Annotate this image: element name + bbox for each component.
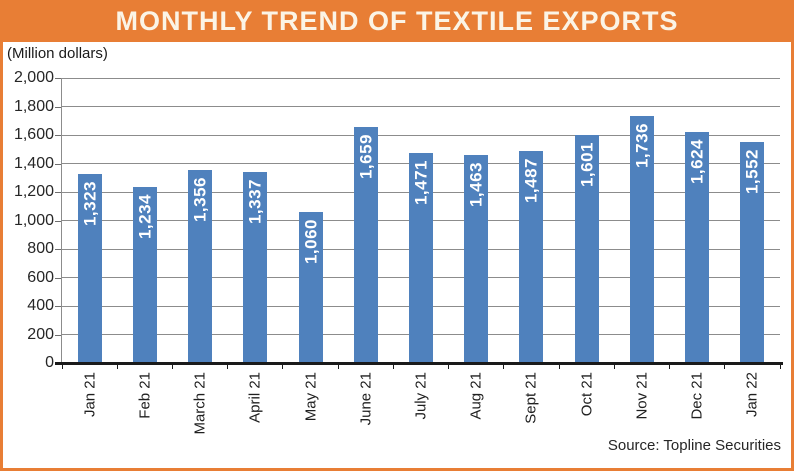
- bar: [353, 126, 378, 363]
- y-tick-label: 800: [27, 240, 54, 257]
- x-tick-label: April 21: [246, 372, 264, 423]
- y-axis-tick: [55, 106, 62, 108]
- gridline: [62, 106, 780, 107]
- bar-value-label: 1,736: [632, 122, 652, 168]
- bar: [188, 169, 213, 363]
- x-tick-label: Oct 21: [578, 372, 596, 417]
- bar: [519, 151, 544, 363]
- bar: [740, 141, 765, 363]
- y-axis-tick: [55, 78, 62, 79]
- y-axis-tick: [55, 163, 62, 165]
- bar: [132, 187, 157, 363]
- y-tick-label: 1,600: [13, 126, 54, 143]
- bar: [685, 131, 710, 363]
- x-tick-label: Aug 21: [467, 372, 485, 420]
- bar-value-label: 1,659: [356, 133, 376, 179]
- bar-value-label: 1,471: [411, 160, 431, 206]
- gridline: [62, 77, 780, 79]
- x-axis-tick: [724, 365, 726, 369]
- y-axis-tick: [55, 249, 62, 250]
- y-tick-label: 2,000: [13, 69, 54, 86]
- y-tick-label: 1,400: [13, 154, 54, 172]
- bar-value-label: 1,601: [577, 141, 597, 187]
- y-axis-line: [61, 78, 62, 363]
- x-axis-tick: [503, 365, 505, 369]
- y-axis-tick: [55, 220, 62, 222]
- plot-area: 0 200 400 600 800 1,000 1,200 1,400 1,600 1,800 2,…: [14, 69, 783, 435]
- bar-value-label: 1,323: [80, 181, 100, 227]
- x-tick-label: March 21: [191, 372, 209, 435]
- page-title: MONTHLY TREND OF TEXTILE EXPORTS: [115, 5, 679, 36]
- y-tick-label: 0: [45, 354, 54, 371]
- bar: [77, 174, 102, 363]
- y-axis-units-label: (Million dollars): [7, 45, 108, 62]
- x-axis-tick: [227, 365, 229, 369]
- x-axis-tick: [669, 365, 671, 369]
- x-axis-tick: [116, 365, 118, 369]
- bar: [243, 172, 268, 363]
- y-tick-label: 200: [27, 325, 54, 343]
- x-axis-tick: [613, 365, 615, 369]
- bar-value-label: 1,624: [687, 138, 707, 184]
- x-axis-tick: [171, 365, 173, 369]
- source-label: Source: Topline Securities: [607, 437, 781, 454]
- y-tick-label: 400: [27, 297, 54, 314]
- bar: [629, 115, 654, 363]
- bar-value-label: 1,356: [190, 176, 210, 222]
- bar-value-label: 1,060: [301, 218, 321, 264]
- bar-value-label: 1,234: [135, 194, 155, 240]
- header-bar: MONTHLY TREND OF TEXTILE EXPORTS: [3, 3, 791, 42]
- bar-value-label: 1,487: [521, 158, 541, 204]
- x-tick-label: Nov 21: [633, 372, 651, 420]
- x-tick-label: Sept 21: [522, 372, 540, 424]
- x-tick-label: June 21: [357, 372, 375, 426]
- y-axis-tick: [55, 334, 62, 336]
- y-tick-label: 1,800: [13, 97, 54, 115]
- bar: [464, 154, 489, 363]
- bar: [298, 211, 323, 363]
- bar-value-label: 1,552: [742, 148, 762, 194]
- y-tick-label: 1,200: [13, 183, 54, 200]
- gridline: [62, 134, 780, 136]
- bar-value-label: 1,463: [466, 161, 486, 207]
- y-axis-tick: [55, 192, 62, 193]
- x-axis-tick: [392, 365, 394, 369]
- y-tick-label: 1,000: [13, 211, 54, 229]
- x-tick-label: Jan 22: [743, 372, 761, 418]
- x-tick-label: May 21: [302, 372, 320, 422]
- x-axis-line: [55, 362, 783, 365]
- bar: [574, 134, 599, 363]
- x-axis-tick: [779, 365, 781, 369]
- x-tick-label: Feb 21: [136, 372, 154, 419]
- x-tick-label: July 21: [412, 372, 430, 420]
- x-axis-tick: [558, 365, 560, 369]
- y-axis-tick: [55, 135, 62, 136]
- y-tick-label: 600: [27, 268, 54, 286]
- x-tick-label: Jan 21: [81, 372, 99, 418]
- x-axis-tick: [337, 365, 339, 369]
- x-axis-tick: [282, 365, 284, 369]
- bar: [409, 153, 433, 363]
- x-axis-tick: [448, 365, 450, 369]
- x-axis-tick: [61, 365, 63, 369]
- y-axis-tick: [55, 277, 62, 279]
- x-tick-label: Dec 21: [688, 372, 706, 420]
- bar-value-label: 1,337: [245, 179, 265, 225]
- y-axis-tick: [55, 306, 62, 307]
